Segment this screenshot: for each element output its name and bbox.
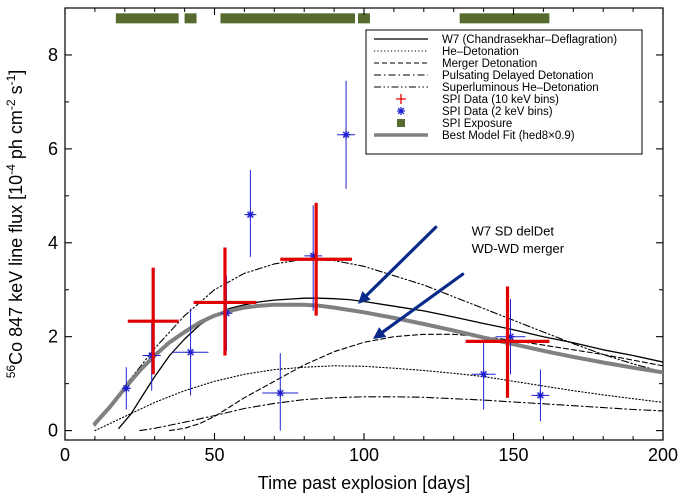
series-line-dashdot [139,396,663,432]
spi-2kev-marker [536,391,545,400]
y-axis-title-exp-3: -1 [4,74,18,85]
arrow-shaft [364,225,438,298]
spi-2kev-marker [506,332,515,341]
exposure-bar [115,13,179,24]
x-tick-label: 150 [498,445,528,465]
legend-swatch-star [397,107,405,115]
annotation-arrow [358,225,438,304]
axis-ticks: 0 50 100 150 200 0 2 4 6 8 [48,8,678,465]
spi-2kev-marker [342,130,351,139]
y-tick-label: 6 [48,139,58,159]
y-axis-title-exp-1: -4 [4,164,18,175]
annotation-label: WD-WD merger [472,241,565,256]
exposure-bar [459,13,550,24]
y-tick-label: 0 [48,421,58,441]
x-axis-title: Time past explosion [days] [258,473,470,493]
annotation-arrow [372,272,465,340]
spi-2kev-point [121,367,131,410]
spi-2kev-marker [276,389,285,398]
arrow-head [372,327,387,340]
y-axis-title-unit: ph cm [6,110,26,164]
spi-10kev-point [193,247,257,356]
model-curves [92,258,663,432]
legend-item: He–Detonation [374,46,519,58]
spi-2kev-marker [309,251,318,260]
legend-label: Best Model Fit (hed8×0.9) [442,130,575,142]
y-axis-title-exp-2: -2 [4,99,18,110]
data-points [121,80,550,431]
legend-item: Pulsating Delayed Detonation [374,70,594,82]
legend-item: SPI Data (2 keV bins) [397,106,553,118]
legend-label: Superluminous He–Detonation [442,82,599,94]
legend-item: W7 (Chandrasekhar–Deflagration) [374,34,617,46]
legend-item: SPI Exposure [397,118,512,130]
y-axis-title-close: ] [6,70,26,75]
legend-item: Merger Detonation [374,58,537,70]
legend: W7 (Chandrasekhar–Deflagration)He–Detona… [365,29,643,155]
exposure-bar [220,13,356,24]
exposure-bar [184,13,197,24]
spi-2kev-point [337,80,356,189]
legend-label: SPI Exposure [442,118,512,130]
legend-label: Merger Detonation [442,58,537,70]
y-axis-title-superscript: 56 [4,365,18,379]
spi-2kev-point [172,308,209,396]
legend-label: SPI Data (2 keV bins) [442,106,553,118]
exposure-bar [358,13,370,24]
annotation-label: W7 SD delDet [472,224,555,239]
x-tick-label: 200 [648,445,678,465]
spi-2kev-point [495,299,526,375]
annotations: W7 SD delDet WD-WD merger [358,224,565,340]
y-axis-title: 56Co 847 keV line flux [10-4 ph cm-2 s-1… [4,70,26,379]
legend-swatch-plus [396,94,406,104]
series-line-bestfit [92,302,663,426]
exposure-bars [115,13,550,24]
arrow-head [358,291,371,304]
legend-label: Pulsating Delayed Detonation [442,70,594,82]
y-axis-title-main: Co 847 keV line flux [10 [6,175,26,365]
spi-2kev-marker [122,384,131,393]
x-tick-label: 0 [60,445,70,465]
x-tick-label: 100 [349,445,379,465]
spi-2kev-point [244,170,257,257]
y-axis-title-s: s [6,85,26,99]
spi-2kev-point [531,369,550,422]
legend-label: He–Detonation [442,46,519,58]
spi-2kev-marker [246,210,255,219]
spi-2kev-point [262,353,299,431]
legend-label: W7 (Chandrasekhar–Deflagration) [442,34,617,46]
y-tick-label: 8 [48,45,58,65]
spi-2kev-point [471,341,496,410]
spi-10kev-point [465,286,550,398]
legend-item: Superluminous He–Detonation [374,82,599,94]
arrow-shaft [381,272,465,334]
legend-swatch-square [397,119,405,127]
y-tick-label: 4 [48,233,58,253]
series-line-dashdotdot [94,258,663,427]
series-line-dashed [169,333,663,432]
x-tick-label: 50 [204,445,224,465]
legend-item: Best Model Fit (hed8×0.9) [374,130,575,142]
y-tick-label: 2 [48,327,58,347]
spi-10kev-point [127,267,179,375]
spi-10kev-point [280,202,353,316]
legend-label: SPI Data (10 keV bins) [442,94,559,106]
series-line-dotted [94,365,663,432]
legend-item: SPI Data (10 keV bins) [396,94,559,106]
spi-2kev-marker [186,348,195,357]
series-line-solid [118,297,663,429]
spi-2kev-marker [479,370,488,379]
